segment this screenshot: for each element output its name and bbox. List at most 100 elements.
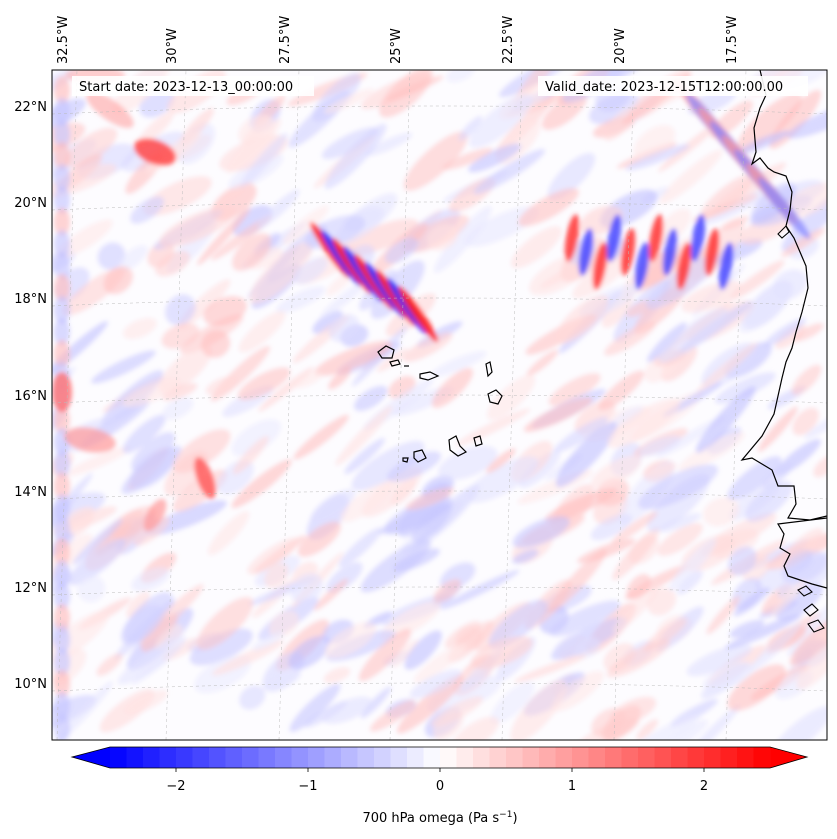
- omega-streak: [162, 397, 194, 420]
- omega-streak: [606, 214, 622, 262]
- omega-streak: [54, 164, 70, 192]
- omega-streak: [338, 527, 382, 568]
- omega-streak: [54, 450, 70, 478]
- omega-streak: [54, 582, 70, 610]
- lat-label: 14°N: [14, 485, 47, 500]
- omega-streak: [591, 707, 626, 737]
- lon-label: 32.5°W: [56, 16, 71, 64]
- omega-streak: [91, 350, 156, 384]
- colorbar-cell: [258, 747, 276, 768]
- omega-streak: [781, 190, 827, 251]
- colorbar-cell: [473, 747, 491, 768]
- colorbar-cell: [621, 747, 639, 768]
- omega-streak: [775, 324, 806, 349]
- lon-label: 25°W: [389, 28, 404, 64]
- longitude-labels: 32.5°W 30°W 27.5°W 25°W 22.5°W 20°W 17.5…: [56, 16, 740, 64]
- omega-streak: [733, 587, 770, 617]
- colorbar-tick-label: 0: [436, 779, 444, 794]
- omega-streak: [413, 643, 467, 683]
- lat-label: 22°N: [14, 100, 47, 115]
- omega-streak: [54, 208, 70, 236]
- colorbar-outline: [70, 746, 809, 769]
- meridian-line: [278, 70, 300, 740]
- omega-streak: [551, 670, 604, 712]
- omega-streak: [547, 152, 596, 200]
- colorbar-max-extend: [770, 747, 807, 768]
- colorbar-cell: [225, 747, 243, 768]
- africa-coastline: [740, 70, 827, 589]
- omega-streak: [728, 546, 757, 576]
- colorbar-cell: [308, 747, 326, 768]
- omega-streak: [64, 427, 116, 453]
- omega-streak: [430, 696, 484, 727]
- omega-streak: [625, 144, 690, 171]
- omega-streak: [323, 88, 375, 114]
- omega-streak: [203, 296, 247, 326]
- omega-streak: [126, 591, 150, 618]
- omega-streak: [54, 252, 70, 280]
- omega-streak: [57, 681, 113, 740]
- omega-streak: [77, 575, 106, 603]
- colorbar-cell: [638, 747, 656, 768]
- omega-streak: [360, 539, 431, 593]
- omega-streak: [391, 478, 417, 506]
- omega-streak: [727, 664, 786, 711]
- omega-streak: [510, 226, 562, 269]
- omega-streak: [211, 215, 272, 261]
- omega-streak: [403, 332, 453, 362]
- omega-streak: [54, 494, 70, 522]
- omega-streak: [648, 214, 664, 262]
- colorbar-cell: [324, 747, 342, 768]
- omega-streak: [211, 640, 285, 676]
- omega-streak: [718, 242, 734, 290]
- colorbar-cell: [159, 747, 177, 768]
- omega-streak: [574, 637, 601, 658]
- omega-streak: [238, 310, 286, 353]
- omega-streak: [252, 631, 285, 651]
- parallel-line: [52, 105, 827, 115]
- omega-streak: [778, 182, 827, 220]
- omega-streak: [653, 208, 691, 247]
- omega-streak: [431, 351, 487, 377]
- omega-streak: [470, 636, 533, 670]
- omega-streak: [577, 538, 636, 564]
- omega-streak: [54, 296, 70, 324]
- omega-streak: [54, 472, 70, 500]
- omega-streak: [172, 429, 231, 473]
- omega-streak: [431, 368, 473, 408]
- omega-streak: [656, 416, 726, 458]
- colorbar-cell: [720, 747, 738, 768]
- omega-streak: [706, 595, 741, 635]
- omega-streak: [129, 447, 177, 489]
- omega-streak: [730, 260, 785, 300]
- omega-streak: [237, 367, 291, 400]
- colorbar-cell: [357, 747, 375, 768]
- lon-label: 30°W: [165, 28, 180, 64]
- omega-streak: [745, 481, 793, 522]
- omega-streak: [358, 628, 412, 682]
- omega-streak: [312, 310, 343, 334]
- omega-streak: [555, 421, 617, 488]
- omega-streak: [344, 438, 385, 474]
- omega-streak: [659, 513, 702, 532]
- omega-streak: [510, 679, 567, 740]
- omega-streak: [793, 323, 824, 342]
- omega-streak: [207, 511, 250, 556]
- omega-streak: [657, 121, 721, 173]
- omega-streak: [468, 143, 522, 173]
- colorbar-cell: [110, 747, 128, 768]
- omega-streak: [335, 405, 393, 466]
- omega-streak: [729, 619, 765, 638]
- colorbar-cell: [506, 747, 524, 768]
- omega-streak: [553, 633, 580, 654]
- omega-streak: [692, 194, 759, 222]
- omega-streak: [523, 397, 593, 432]
- omega-streak: [240, 132, 288, 188]
- omega-streak: [68, 538, 126, 586]
- colorbar-gradient: [110, 747, 771, 768]
- meridian-line: [165, 70, 187, 740]
- omega-streak: [512, 549, 539, 564]
- omega-streak: [442, 147, 493, 170]
- omega-streak: [690, 214, 706, 262]
- omega-streak: [122, 317, 157, 339]
